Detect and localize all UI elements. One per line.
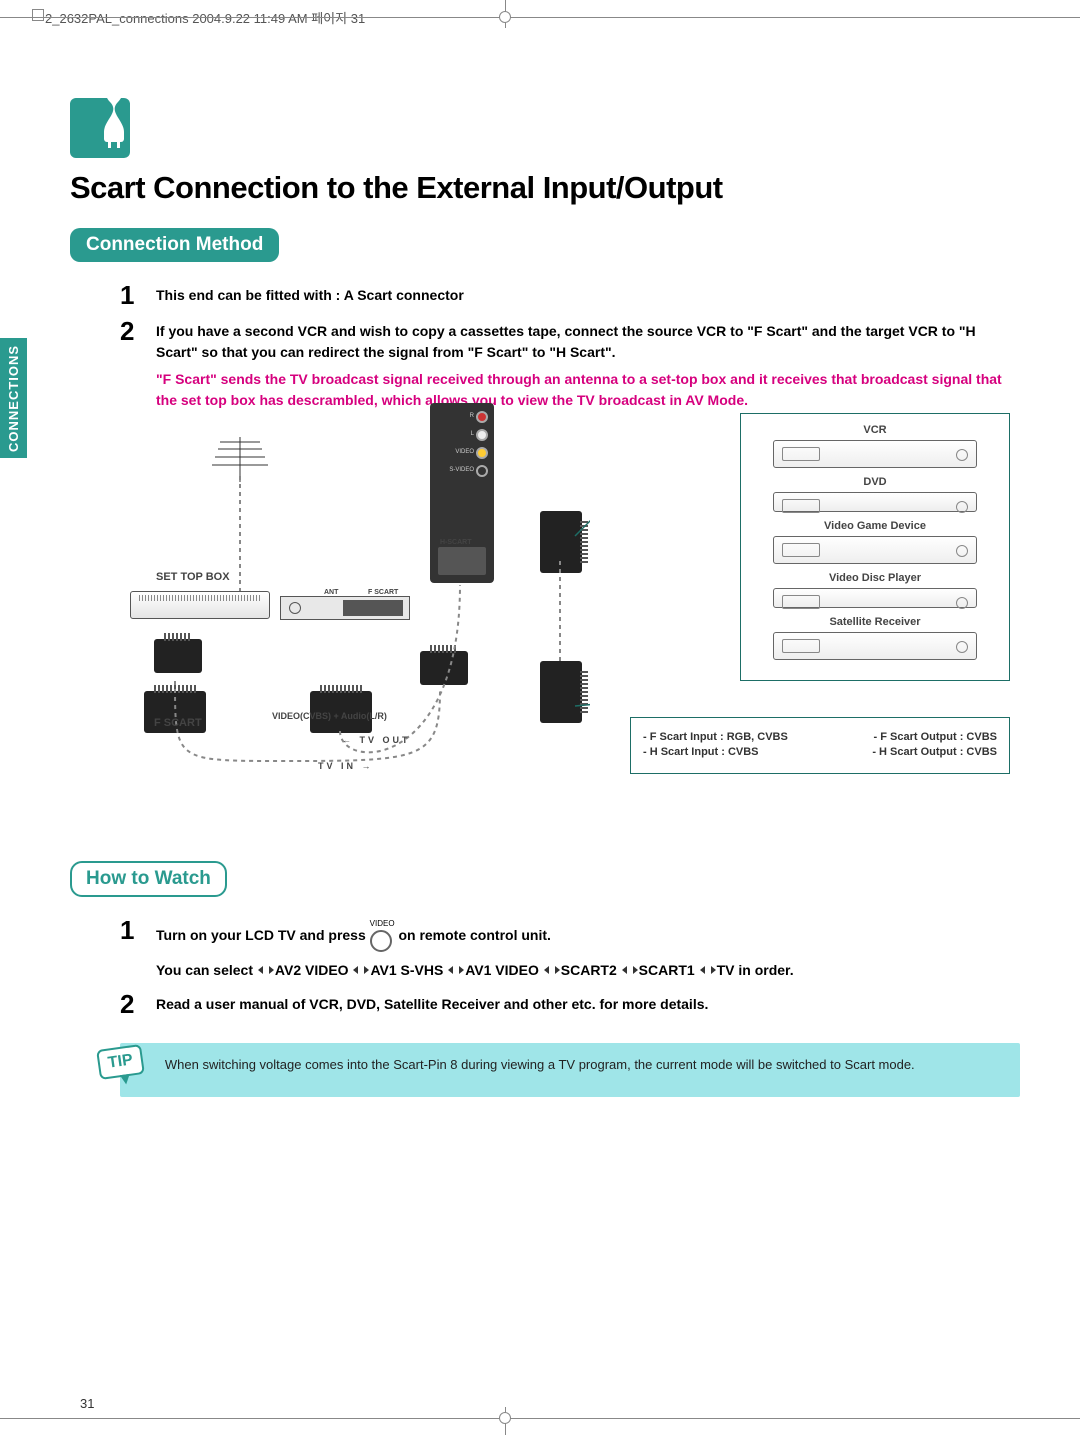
connection-method-pill: Connection Method [70, 228, 279, 262]
plug-icon [90, 74, 140, 148]
device-list-box: VCR DVD Video Game Device Video Disc Pla… [740, 413, 1010, 681]
tip-box: TIP When switching voltage comes into th… [120, 1043, 1020, 1097]
nav-arrows-icon [622, 966, 638, 978]
sat-receiver-icon [773, 632, 977, 660]
section-icon [70, 78, 140, 158]
step-number: 1 [120, 282, 156, 308]
connection-diagram: R L VIDEO S-VIDEO H-SCART SET TOP BOX AN… [120, 421, 1020, 841]
scart-spec-box: - F Scart Input : RGB, CVBS - F Scart Ou… [630, 717, 1010, 774]
fscart-label: F SCART [154, 717, 202, 729]
nav-arrows-icon [258, 966, 274, 978]
nav-arrows-icon [700, 966, 716, 978]
tip-badge: TIP [96, 1044, 145, 1080]
nav-arrows-icon [544, 966, 560, 978]
nav-arrows-icon [448, 966, 464, 978]
game-device-icon [773, 536, 977, 564]
page-title: Scart Connection to the External Input/O… [70, 170, 1020, 206]
tip-text: When switching voltage comes into the Sc… [165, 1053, 915, 1075]
video-remote-button: VIDEO [370, 920, 395, 952]
crop-marks-top: 2_2632PAL_connections 2004.9.22 11:49 AM… [0, 0, 1080, 34]
scart-note: "F Scart" sends the TV broadcast signal … [156, 371, 1002, 408]
crop-marks-bottom [0, 1401, 1080, 1435]
side-tab-connections: CONNECTIONS [0, 338, 27, 458]
step-1: 1 This end can be fitted with : A Scart … [120, 282, 1020, 308]
nav-arrows-icon [353, 966, 369, 978]
how-to-watch-pill: How to Watch [70, 861, 227, 897]
dvd-icon [773, 492, 977, 512]
vcr-icon [773, 440, 977, 468]
disc-player-icon [773, 588, 977, 608]
watch-step-2: 2 Read a user manual of VCR, DVD, Satell… [120, 991, 1020, 1017]
watch-step-1: 1 Turn on your LCD TV and press VIDEO on… [120, 917, 1020, 981]
step-2: 2 If you have a second VCR and wish to c… [120, 318, 1020, 411]
video-cvbs-label: VIDEO(CVBS) + Audio(L/R) [272, 711, 387, 721]
step-text: If you have a second VCR and wish to cop… [156, 318, 1020, 411]
step-number: 2 [120, 318, 156, 411]
step-text: This end can be fitted with : A Scart co… [156, 282, 464, 308]
